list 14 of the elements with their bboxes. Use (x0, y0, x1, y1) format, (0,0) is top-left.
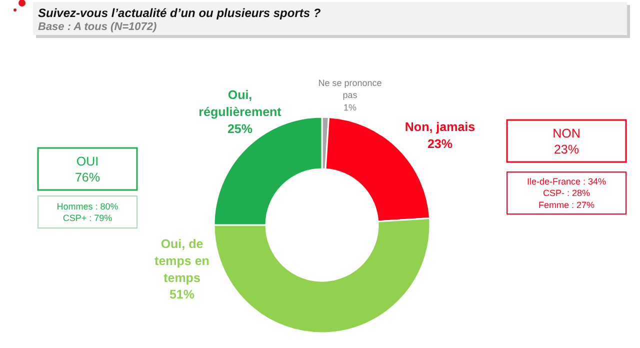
data-label: 25% (227, 122, 253, 136)
data-label: 51% (169, 288, 195, 302)
data-label: 1% (343, 102, 357, 112)
data-label: 23% (427, 136, 453, 151)
chart-title: Suivez-vous l’actualité d’un ou plusieurs sports ? (38, 6, 322, 20)
slice-label: Ne se prononce pas (318, 78, 382, 100)
chart-subtitle: Base : A tous (N=1072) (38, 21, 158, 33)
slice-label: Oui, de temps en temps (154, 237, 210, 285)
text: Ile-de-France : 34% CSP- : 28% Femme : 27% (526, 176, 606, 210)
text: OUI 76% (74, 154, 100, 184)
slice-label: Oui, régulièrement (198, 88, 282, 119)
text: NON 23% (552, 126, 580, 156)
text: Hommes : 80% CSP+ : 79% (56, 201, 118, 223)
slice-label: Non, jamais (404, 120, 476, 134)
